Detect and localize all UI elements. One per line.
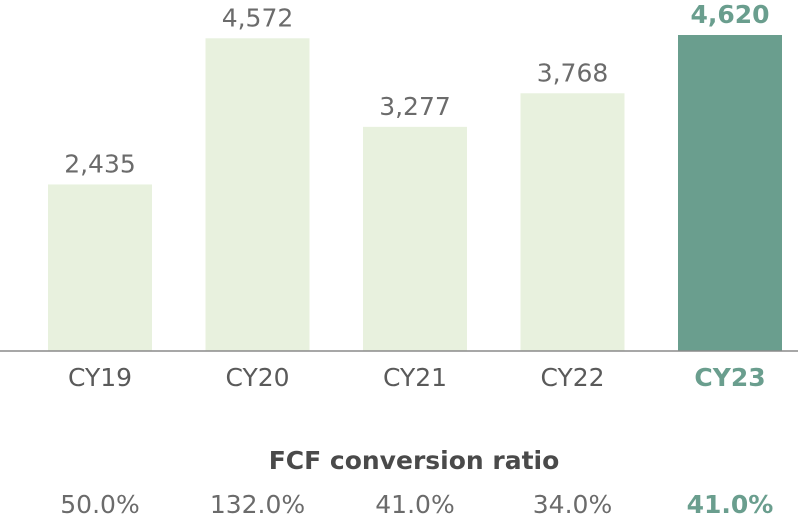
category-label-cy19: CY19	[68, 363, 132, 392]
category-label-cy20: CY20	[225, 363, 289, 392]
bar-cy19	[48, 184, 152, 351]
value-label-cy21: 3,277	[379, 92, 451, 121]
ratio-value-cy22: 34.0%	[533, 490, 612, 516]
category-label-cy23: CY23	[694, 363, 765, 392]
value-label-cy20: 4,572	[222, 3, 294, 32]
value-label-cy22: 3,768	[537, 58, 609, 87]
bar-cy23	[678, 35, 782, 351]
ratio-value-cy20: 132.0%	[210, 490, 305, 516]
value-label-group: 2,435 4,572 3,277 3,768 4,620	[64, 0, 769, 178]
bar-cy22	[520, 93, 625, 351]
bar-cy20	[205, 38, 310, 352]
ratio-title: FCF conversion ratio	[269, 446, 560, 475]
value-label-cy23: 4,620	[690, 0, 769, 29]
bar-group	[48, 35, 782, 352]
ratio-value-cy23: 41.0%	[687, 490, 774, 516]
category-label-group: CY19 CY20 CY21 CY22 CY23	[68, 363, 766, 392]
category-label-cy21: CY21	[383, 363, 447, 392]
value-label-cy19: 2,435	[64, 149, 136, 178]
ratio-value-cy21: 41.0%	[375, 490, 454, 516]
category-label-cy22: CY22	[540, 363, 604, 392]
bar-cy21	[363, 126, 467, 351]
ratio-value-group: 50.0% 132.0% 41.0% 34.0% 41.0%	[60, 490, 773, 516]
ratio-value-cy19: 50.0%	[60, 490, 139, 516]
